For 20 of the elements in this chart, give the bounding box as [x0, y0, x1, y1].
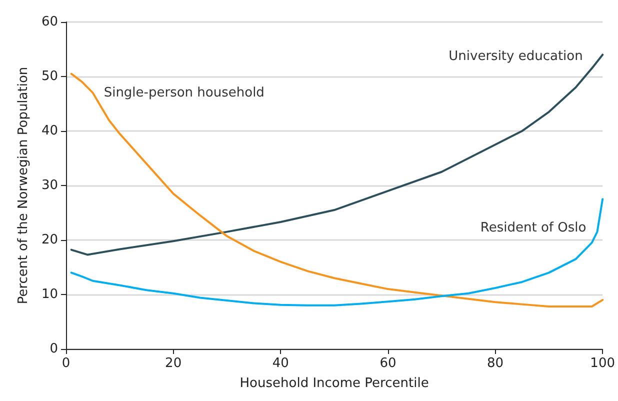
y-tick-label: 20: [41, 232, 58, 248]
series-label: Resident of Oslo: [480, 220, 586, 236]
line-series: [70, 72, 604, 308]
y-tick-label: 10: [41, 287, 58, 302]
y-tick-label: 30: [41, 178, 58, 193]
x-tick-label: 60: [380, 356, 396, 371]
x-tick-label: 20: [165, 356, 182, 371]
y-tick-label: 50: [41, 69, 58, 84]
x-axis-title: Household Income Percentile: [240, 376, 429, 391]
series-label: University education: [448, 48, 583, 64]
y-tick-label: 0: [50, 342, 58, 356]
x-tick-label: 40: [272, 356, 289, 371]
series-label: Single-person household: [104, 85, 264, 100]
line-series: [70, 198, 604, 306]
y-tick-label: 40: [41, 124, 58, 138]
y-axis-title: Percent of the Norwegian Population: [16, 66, 31, 304]
x-tick-label: 0: [62, 356, 70, 371]
x-tick-label: 100: [590, 356, 616, 371]
y-tick-label: 60: [41, 14, 58, 30]
x-tick-label: 80: [487, 356, 504, 371]
